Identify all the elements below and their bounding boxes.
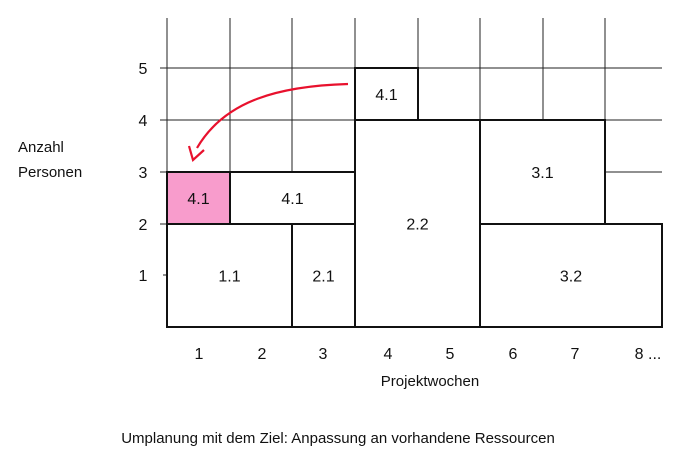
task-box — [479, 119, 606, 225]
task-box — [166, 171, 231, 225]
x-tick-label: 3 — [319, 346, 328, 363]
task-label: 1.1 — [218, 269, 240, 286]
task-label: 4.1 — [187, 191, 209, 208]
task-box — [354, 67, 419, 121]
task-box — [229, 171, 356, 225]
x-tick-label: 8 ... — [635, 346, 662, 363]
task-label: 2.2 — [406, 217, 428, 234]
x-tick-label: 1 — [195, 346, 204, 363]
task-label: 4.1 — [375, 87, 397, 104]
caption: Umplanung mit dem Ziel: Anpassung an vor… — [121, 430, 555, 447]
x-tick-label: 4 — [384, 346, 393, 363]
task-boxes: 1.1 2.1 4.1 4.1 2.2 4.1 3.1 3.2 — [166, 67, 663, 328]
x-tick-label: 5 — [446, 346, 455, 363]
x-tick-label: 6 — [509, 346, 518, 363]
y-tick-label: 3 — [139, 165, 148, 182]
x-tick-label: 7 — [571, 346, 580, 363]
y-axis-label-line1: Anzahl — [18, 139, 64, 156]
axis-labels: Anzahl Personen Projektwochen Umplanung … — [18, 61, 661, 447]
y-tick-label: 4 — [139, 113, 148, 130]
y-tick-label: 5 — [139, 61, 148, 78]
move-arrow — [196, 82, 349, 149]
task-label: 3.1 — [531, 165, 553, 182]
task-label: 2.1 — [312, 269, 334, 286]
arrowhead-icon — [187, 145, 205, 163]
task-label: 3.2 — [560, 269, 582, 286]
task-label: 4.1 — [281, 191, 303, 208]
y-axis-label-line2: Personen — [18, 164, 82, 181]
y-tick-label: 2 — [139, 217, 148, 234]
y-tick-label: 1 — [139, 268, 148, 285]
task-box — [479, 223, 663, 328]
x-axis-label: Projektwochen — [381, 373, 479, 390]
x-tick-label: 2 — [258, 346, 267, 363]
